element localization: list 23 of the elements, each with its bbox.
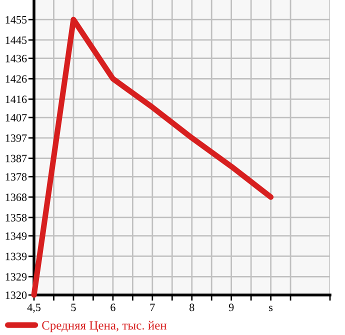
- legend-label: Средняя Цена, тыс. йен: [42, 320, 167, 332]
- y-tick-label: 1339: [6, 252, 27, 260]
- y-tick-label: 1407: [6, 114, 27, 122]
- y-tick-label: 1358: [6, 214, 27, 222]
- x-tick-label: 6: [110, 304, 116, 312]
- y-tick-label: 1368: [6, 194, 27, 202]
- x-tick-label: 8: [190, 304, 194, 312]
- y-tick-label: 1378: [6, 173, 27, 181]
- x-tick-label: 4,5: [27, 304, 41, 313]
- y-tick-label: 1436: [6, 54, 27, 62]
- y-tick-label: 1455: [6, 16, 27, 24]
- y-tick-label: 1397: [6, 134, 27, 142]
- y-tick-label: 1445: [6, 36, 27, 44]
- x-tick-label: s: [269, 306, 273, 312]
- y-tick-label: 1387: [6, 154, 27, 162]
- y-tick-label: 1426: [6, 75, 27, 83]
- x-tick-label: 7: [150, 304, 155, 312]
- x-tick-label: 9: [228, 304, 234, 312]
- y-tick-label: 1349: [6, 232, 27, 240]
- y-tick-label: 1320: [6, 291, 27, 299]
- y-tick-label: 1416: [6, 96, 27, 104]
- x-tick-label: 5: [71, 304, 76, 312]
- y-tick-label: 1329: [6, 273, 27, 281]
